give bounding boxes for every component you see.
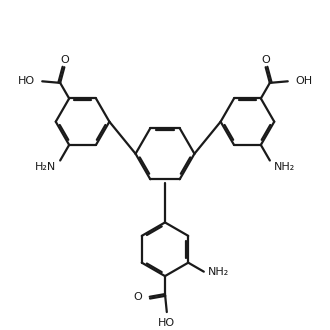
Text: O: O [60,55,69,65]
Text: NH₂: NH₂ [274,162,295,172]
Text: O: O [134,292,143,302]
Text: O: O [261,55,270,65]
Text: HO: HO [158,318,175,328]
Text: OH: OH [295,76,312,86]
Text: H₂N: H₂N [35,162,56,172]
Text: NH₂: NH₂ [208,267,229,277]
Text: HO: HO [18,76,35,86]
